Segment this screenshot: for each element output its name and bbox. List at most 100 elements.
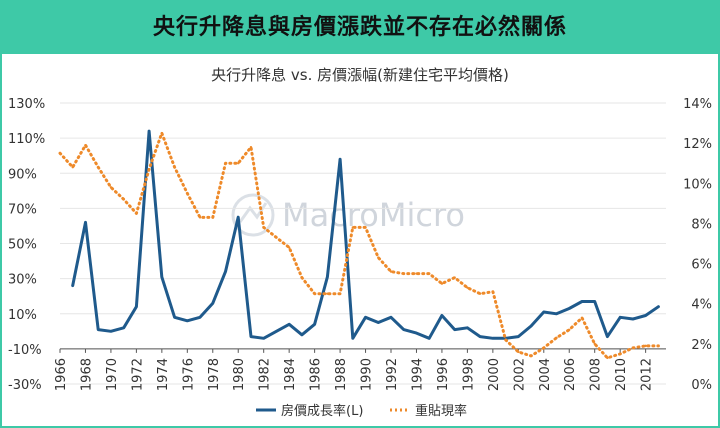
series-point-rate <box>300 276 304 279</box>
series-point-rate <box>313 292 316 295</box>
x-axis: 1966 1968 1970 1972 1974 1976 1978 1980 1982 1984… <box>54 348 655 391</box>
series-point-rate <box>147 168 151 171</box>
x-tick-label: 1986 <box>309 358 324 391</box>
series-point-house <box>657 305 660 308</box>
legend-label-house: 房價成長率(L) <box>281 403 363 419</box>
series-point-rate <box>109 186 113 189</box>
series-point-rate <box>262 226 265 229</box>
series-point-rate <box>428 272 431 275</box>
y-left-tick-label: 30% <box>8 273 37 288</box>
series-point-rate <box>644 344 647 348</box>
x-tick-label: 2008 <box>589 358 604 391</box>
x-tick-label: 2012 <box>640 358 655 391</box>
x-tick-label: 1978 <box>207 358 222 391</box>
series-point-house <box>211 302 214 305</box>
series-point-house <box>109 330 113 333</box>
series-point-rate <box>338 292 342 295</box>
chart-title: 央行升降息 vs. 房價漲幅(新建住宅平均價格) <box>211 66 509 84</box>
series-point-house <box>160 275 164 279</box>
series-point-house <box>364 316 367 319</box>
series-point-house <box>224 270 227 273</box>
series-point-rate <box>186 192 189 195</box>
series-point-house <box>122 326 125 329</box>
y-right-tick-label: 10% <box>683 177 712 192</box>
series-point-rate <box>160 131 164 135</box>
series-point-rate <box>618 352 622 356</box>
series-point-house <box>644 314 647 317</box>
watermark-text: MacroMicro <box>282 196 465 234</box>
series-point-house <box>198 316 202 319</box>
series-point-rate <box>580 316 584 319</box>
legend-item-house[interactable]: 房價成長率(L) <box>256 403 363 419</box>
series-point-rate <box>542 346 545 350</box>
series-point-house <box>351 337 355 340</box>
series-point-rate <box>415 272 418 275</box>
y-left-tick-label: 130% <box>8 97 45 112</box>
series-point-rate <box>491 290 495 293</box>
series-point-house <box>428 337 431 340</box>
series-line-rate <box>58 131 660 360</box>
x-tick-label: 1992 <box>385 358 400 391</box>
series-point-house <box>389 316 393 319</box>
y-right-tick-label: 2% <box>691 338 712 353</box>
legend-label-rate: 重貼現率 <box>415 403 467 419</box>
x-tick-label: 2000 <box>487 358 502 391</box>
x-tick-label: 2010 <box>614 358 629 391</box>
x-tick-label: 1998 <box>461 358 476 391</box>
series-point-rate <box>657 344 660 348</box>
y-left-tick-label: -10% <box>8 343 42 358</box>
x-tick-label: 1984 <box>283 358 298 391</box>
legend-item-rate[interactable]: 重貼現率 <box>390 403 467 419</box>
y-right-tick-label: 6% <box>691 258 712 273</box>
series-point-rate <box>58 151 62 155</box>
series-point-house <box>517 335 520 338</box>
x-tick-label: 1966 <box>54 358 69 391</box>
series-point-rate <box>287 246 291 249</box>
x-tick-label: 2002 <box>512 358 527 391</box>
y-axis-right: 14% 12% 10% 8% 6% 4% 2% 0% <box>683 97 712 393</box>
series-point-rate <box>606 356 609 360</box>
page-title: 央行升降息與房價漲跌並不存在必然關係 <box>152 15 567 40</box>
series-point-house <box>313 323 316 326</box>
series-point-house <box>249 335 253 338</box>
y-right-tick-label: 4% <box>691 298 712 313</box>
series-point-house <box>593 300 596 303</box>
x-tick-label: 1990 <box>360 358 375 391</box>
x-tick-label: 2004 <box>538 358 553 391</box>
series-point-rate <box>478 292 482 295</box>
series-point-house <box>529 324 533 328</box>
series-point-house <box>478 335 482 338</box>
series-point-house <box>453 328 456 331</box>
x-tick-label: 1988 <box>334 358 349 391</box>
series-point-house <box>631 317 635 321</box>
series-point-house <box>96 328 100 331</box>
series-point-rate <box>364 226 367 229</box>
x-tick-label: 1970 <box>105 358 120 391</box>
series-point-rate <box>517 350 520 354</box>
y-right-tick-label: 8% <box>691 217 712 232</box>
series-point-house <box>415 331 418 335</box>
series-point-rate <box>466 286 469 289</box>
y-left-tick-label: 70% <box>8 202 37 217</box>
y-left-tick-label: 90% <box>8 167 37 182</box>
watermark: MacroMicro <box>231 193 465 237</box>
y-left-tick-label: -30% <box>8 378 42 393</box>
x-tick-label: 1974 <box>156 358 171 391</box>
series-point-rate <box>275 236 278 239</box>
series-point-rate <box>211 216 214 219</box>
series-point-rate <box>198 216 202 219</box>
x-tick-label: 1968 <box>79 358 94 391</box>
y-right-tick-label: 0% <box>691 378 712 393</box>
y-right-tick-label: 12% <box>683 137 712 152</box>
series-point-rate <box>96 166 100 169</box>
series-point-rate <box>402 272 405 275</box>
series-line-house <box>71 129 660 340</box>
series-point-rate <box>631 346 635 350</box>
series-point-house <box>135 305 138 308</box>
watermark-logo-icon <box>231 193 275 237</box>
series-point-house <box>173 316 176 319</box>
series-point-house <box>580 300 584 303</box>
series-point-rate <box>504 338 507 342</box>
x-tick-label: 1980 <box>232 358 247 391</box>
series-point-house <box>84 221 87 224</box>
